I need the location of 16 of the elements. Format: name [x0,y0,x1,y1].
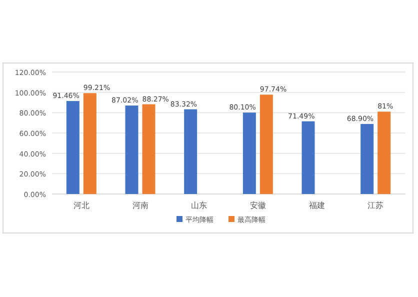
bar [378,112,391,194]
bar [142,104,156,194]
bar [66,101,80,194]
bar [125,106,138,194]
bar [360,124,374,194]
bar [242,112,256,194]
bar [302,121,315,194]
bar [184,109,198,194]
bar [260,94,273,194]
x-tick-label: 河北 [73,201,90,210]
x-tick-label: 河南 [132,201,148,210]
bar [83,93,96,194]
x-tick-label: 安徽 [250,201,266,210]
x-tick-label: 江苏 [368,201,384,210]
x-tick-label: 山东 [191,201,208,210]
x-tick-label: 福建 [308,201,325,210]
